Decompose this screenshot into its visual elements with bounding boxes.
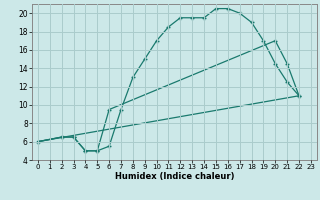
X-axis label: Humidex (Indice chaleur): Humidex (Indice chaleur) <box>115 172 234 181</box>
